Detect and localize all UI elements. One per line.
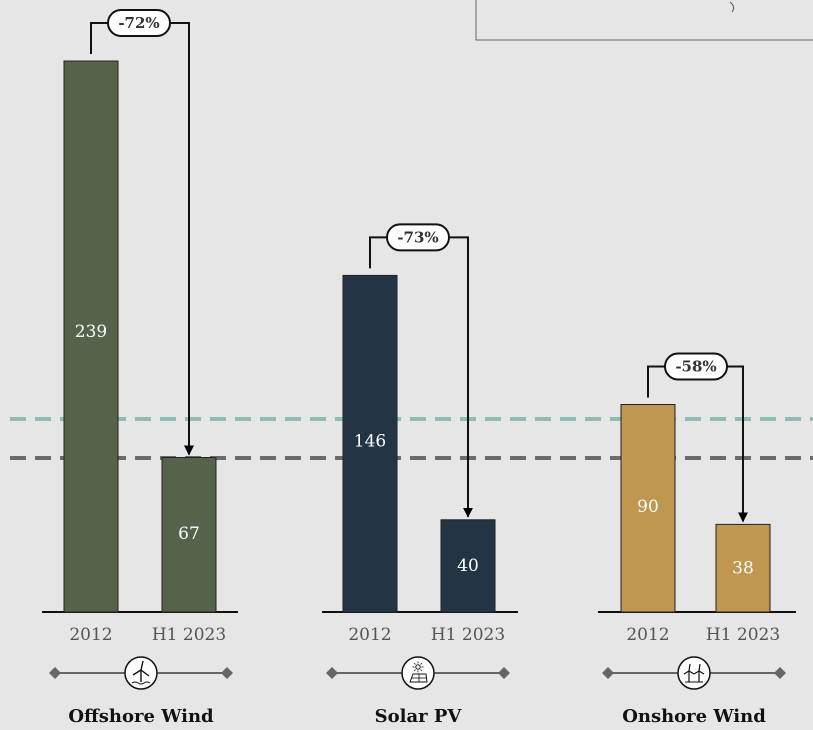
- data-label: 146: [354, 431, 386, 451]
- icon-circle: [677, 656, 711, 690]
- onshore-wind-turbines-icon: [683, 663, 705, 683]
- category-label: Solar PV: [375, 706, 463, 727]
- bar: [715, 523, 771, 613]
- group-2: 90 2012 38 H1 2023 -58% Onshore Wind: [598, 352, 796, 727]
- group-0: 239 2012 67 H1 2023 -72% Offshore Wind: [42, 9, 238, 727]
- tick-label: H1 2023: [706, 625, 780, 645]
- diamond-icon: [326, 667, 338, 679]
- change-bracket: [369, 236, 387, 269]
- legend-box: [475, 0, 813, 41]
- bar: [161, 457, 217, 613]
- bar: [63, 60, 119, 613]
- solar-panel-icon: [409, 661, 428, 683]
- change-pill: [107, 9, 171, 37]
- change-arrow: [449, 236, 473, 518]
- change-pill: [386, 223, 450, 252]
- change-arrow: [170, 22, 194, 456]
- tick-label: H1 2023: [152, 625, 226, 645]
- category-label: Offshore Wind: [68, 706, 214, 727]
- tick-label: H1 2023: [431, 625, 505, 645]
- change-label: -73%: [397, 228, 438, 246]
- diamond-icon: [774, 667, 786, 679]
- change-label: -58%: [675, 358, 716, 376]
- change-label: -72%: [118, 14, 159, 32]
- data-label: 90: [637, 497, 659, 517]
- offshore-wind-turbine-icon: [131, 660, 151, 685]
- bar: [440, 519, 496, 613]
- tick-label: 2012: [69, 625, 112, 645]
- bar: [342, 274, 398, 613]
- bar: [620, 404, 676, 613]
- group-1: 146 2012 40 H1 2023 -73% Solar PV: [322, 223, 518, 727]
- diamond-icon: [498, 667, 510, 679]
- diamond-icon: [221, 667, 233, 679]
- change-arrow: [727, 365, 748, 523]
- diamond-icon: [49, 667, 61, 679]
- data-label: 38: [732, 558, 754, 578]
- diamond-icon: [602, 667, 614, 679]
- data-label: 239: [75, 322, 107, 342]
- change-bracket: [90, 22, 108, 54]
- change-bracket: [647, 365, 665, 398]
- category-label: Onshore Wind: [622, 706, 766, 727]
- tick-label: 2012: [626, 625, 669, 645]
- tick-label: 2012: [348, 625, 391, 645]
- data-label: 67: [178, 524, 200, 544]
- change-pill: [664, 352, 728, 381]
- data-label: 40: [457, 556, 479, 576]
